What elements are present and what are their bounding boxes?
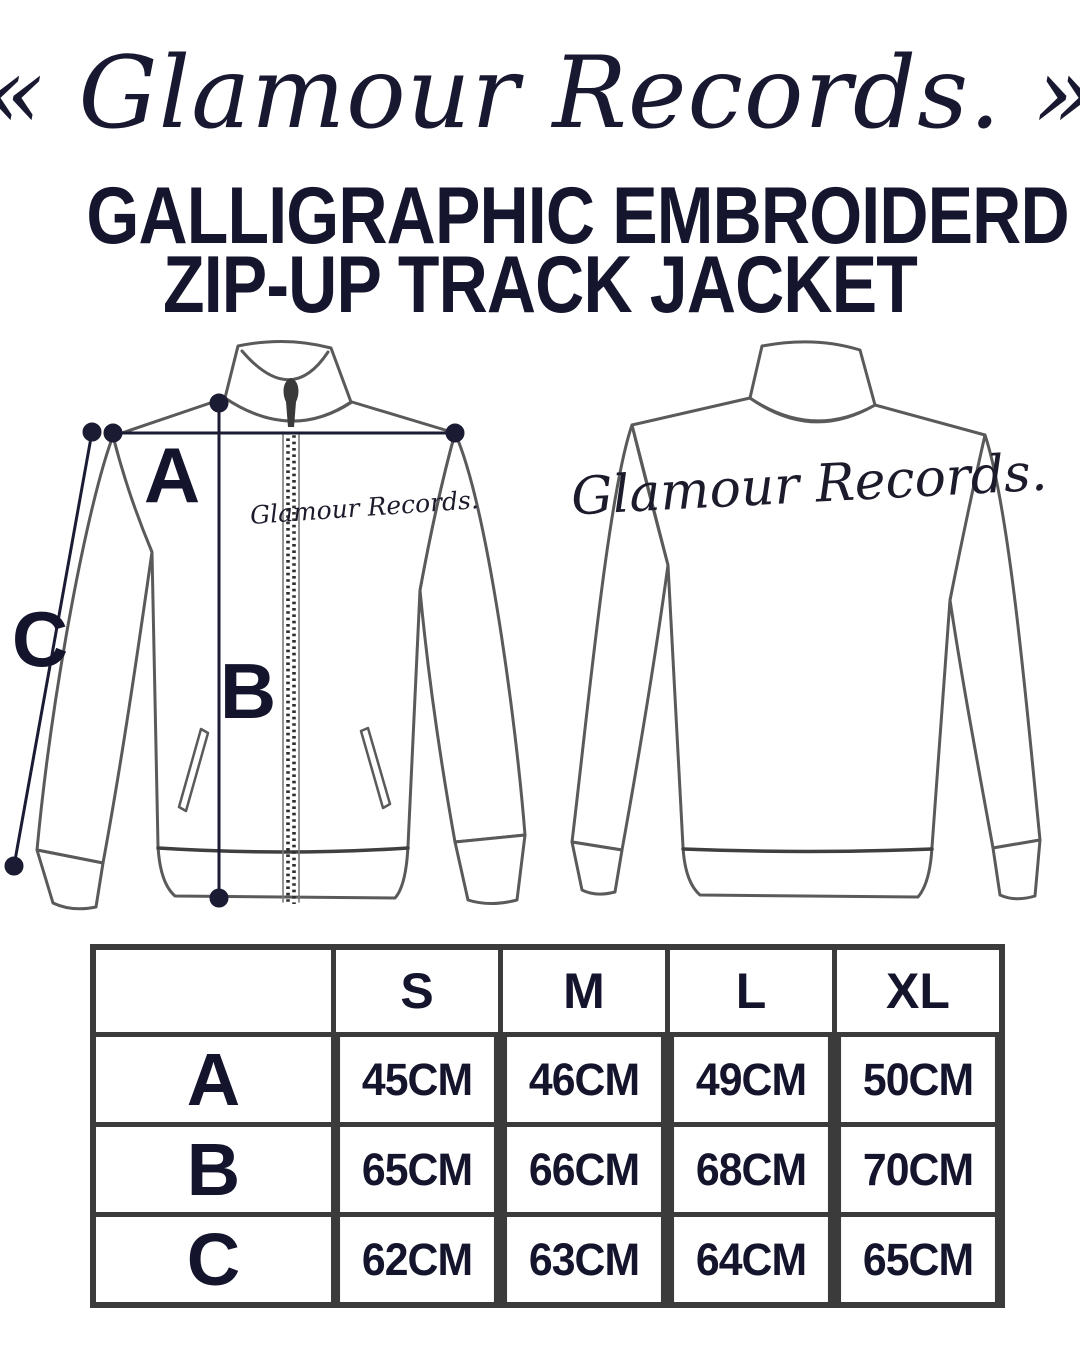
measure-label-b: B [220,647,276,735]
measure-label-c: C [12,595,68,683]
measurement-lines [4,393,465,908]
value-c-xl: 65CM [841,1217,995,1302]
front-right-cuff [453,833,527,905]
front-jacket-drawing [35,340,527,911]
size-chart-table: S M L XL A 45CM 46CM 49CM 50CM B 65CM 66… [90,944,1005,1308]
value-b-l: 68CM [674,1127,828,1212]
brand-logo-script: « Glamour Records. » [0,35,1080,151]
value-b-s: 65CM [340,1127,494,1212]
column-header-m: M [503,950,665,1032]
front-left-pocket [177,727,210,813]
front-left-cuff [35,848,105,911]
row-label-a: A [96,1037,331,1122]
value-b-m: 66CM [507,1127,661,1212]
row-label-c: C [96,1217,331,1302]
value-b-xl: 70CM [841,1127,995,1212]
value-c-s: 62CM [340,1217,494,1302]
column-header-l: L [670,950,832,1032]
front-right-pocket [359,726,392,810]
front-hem-seam [156,846,410,854]
jacket-diagram-svg: Glamour Records. A B C [4,340,1049,911]
back-jacket-drawing [570,340,1042,901]
column-header-xl: XL [837,950,999,1032]
back-hem-seam [681,847,934,854]
value-a-m: 46CM [507,1037,661,1122]
zipper-teeth [286,432,296,904]
value-a-l: 49CM [674,1037,828,1122]
table-corner-cell [96,950,331,1032]
measure-line-c [12,431,94,867]
back-collar [748,340,877,423]
value-c-m: 63CM [507,1217,661,1302]
product-title-line2: ZIP-UP TRACK JACKET [163,240,918,330]
value-a-s: 45CM [340,1037,494,1122]
value-a-xl: 50CM [841,1037,995,1122]
jacket-technical-drawings: Glamour Records. A B C [0,330,1080,942]
measure-label-a: A [144,431,200,519]
product-title-line1: GALLIGRAPHIC EMBROIDERD [86,171,1069,261]
back-left-cuff [570,840,624,896]
zipper-placket [282,431,300,903]
row-label-b: B [96,1127,331,1212]
zipper-pull-icon [283,378,299,427]
back-right-cuff [991,838,1042,901]
value-c-l: 64CM [674,1217,828,1302]
column-header-s: S [336,950,498,1032]
